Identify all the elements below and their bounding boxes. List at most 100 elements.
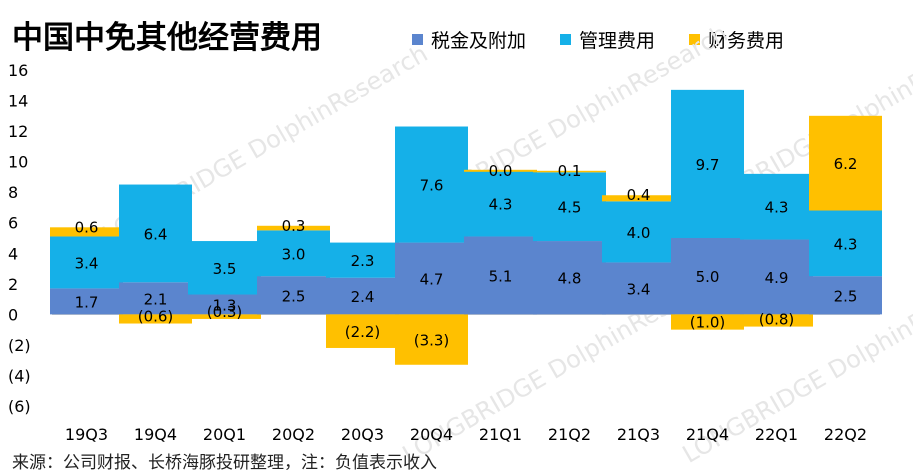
x-tick-label: 22Q1 [755, 425, 798, 444]
x-tick-label: 20Q1 [203, 425, 246, 444]
legend-swatch-tax [412, 34, 423, 45]
data-label-finance: 6.2 [834, 155, 858, 173]
bar-admin [326, 242, 399, 278]
data-label-admin: 2.3 [351, 252, 375, 270]
x-tick-label: 21Q2 [548, 425, 591, 444]
bar-tax [119, 282, 192, 315]
bar-admin [602, 201, 675, 263]
bar-tax [671, 238, 744, 315]
y-tick-label: 2 [8, 275, 18, 294]
bar-tax [464, 236, 537, 315]
bar-admin [740, 173, 813, 240]
y-tick-label: (2) [8, 336, 31, 355]
legend-item-finance: 财务费用 [689, 26, 784, 53]
data-label-tax: 1.7 [75, 293, 99, 311]
data-label-admin: 4.3 [765, 199, 789, 217]
data-label-tax: 3.4 [627, 280, 651, 298]
y-tick-label: 10 [8, 153, 28, 172]
bar-finance [50, 227, 123, 237]
y-tick-label: (4) [8, 366, 31, 385]
data-label-tax: 2.4 [351, 288, 375, 306]
x-tick-label: 19Q4 [134, 425, 177, 444]
data-label-finance: (0.6) [138, 308, 174, 326]
bar-tax [809, 276, 882, 315]
legend-label-tax: 税金及附加 [431, 30, 527, 52]
bar-tax [740, 239, 813, 315]
x-tick-label: 21Q1 [479, 425, 522, 444]
data-label-admin: 7.6 [420, 177, 444, 195]
data-label-admin: 6.4 [144, 225, 168, 243]
data-label-tax: 4.7 [420, 270, 444, 288]
bar-admin [257, 230, 330, 277]
bar-admin [464, 170, 537, 237]
data-label-admin: 3.0 [282, 245, 306, 263]
data-label-finance: 0.3 [282, 217, 306, 235]
bar-finance [395, 314, 468, 365]
legend: 税金及附加 管理费用 财务费用 [412, 26, 784, 53]
data-label-admin: 4.3 [834, 235, 858, 253]
bar-tax [257, 276, 330, 315]
bar-finance [188, 314, 261, 319]
legend-item-tax: 税金及附加 [412, 26, 526, 53]
y-tick-label: 0 [8, 305, 18, 324]
bar-finance [464, 169, 537, 172]
bar-finance [740, 314, 813, 327]
data-label-admin: 4.5 [558, 199, 582, 217]
bar-finance [533, 170, 606, 173]
bar-admin [809, 210, 882, 277]
data-label-tax: 4.9 [765, 269, 789, 287]
bar-admin [671, 89, 744, 238]
chart-title: 中国中免其他经营费用 [12, 20, 322, 56]
x-tick-label: 22Q2 [824, 425, 867, 444]
bar-admin [50, 236, 123, 289]
legend-label-finance: 财务费用 [708, 30, 785, 52]
bar-tax [602, 262, 675, 315]
data-label-finance: 0.0 [489, 162, 513, 180]
bar-finance [809, 115, 882, 211]
bar-finance [257, 225, 330, 231]
data-label-admin: 3.5 [213, 260, 237, 278]
data-label-tax: 2.5 [834, 287, 858, 305]
data-label-tax: 2.1 [144, 290, 168, 308]
bar-tax [533, 241, 606, 315]
bar-finance [119, 314, 192, 324]
x-tick-label: 20Q2 [272, 425, 315, 444]
data-label-finance: (0.8) [759, 311, 795, 329]
y-tick-label: 12 [8, 122, 28, 141]
data-label-admin: 4.0 [627, 224, 651, 242]
data-label-admin: 4.3 [489, 196, 513, 214]
bar-tax [188, 294, 261, 315]
x-tick-label: 20Q3 [341, 425, 384, 444]
source-note: 来源：公司财报、长桥海豚投研整理，注：负值表示收入 [12, 453, 437, 473]
y-tick-label: 6 [8, 214, 18, 233]
bar-tax [395, 242, 468, 315]
data-label-tax: 5.1 [489, 267, 513, 285]
legend-item-admin: 管理费用 [560, 26, 655, 53]
data-label-finance: 0.6 [75, 218, 99, 236]
data-label-finance: 0.4 [627, 186, 651, 204]
data-label-finance: (3.3) [414, 332, 450, 350]
bar-finance [671, 314, 744, 330]
data-label-tax: 5.0 [696, 268, 720, 286]
bar-finance [602, 195, 675, 202]
data-label-tax: 2.5 [282, 287, 306, 305]
x-tick-label: 21Q3 [617, 425, 660, 444]
legend-label-admin: 管理费用 [579, 30, 656, 52]
data-label-finance: (2.2) [345, 323, 381, 341]
legend-swatch-admin [560, 34, 572, 45]
data-label-admin: 9.7 [696, 156, 720, 174]
data-label-tax: 4.8 [558, 270, 582, 288]
y-tick-label: 16 [8, 61, 28, 80]
data-label-finance: (0.3) [207, 303, 243, 321]
bar-finance [326, 314, 399, 348]
bar-admin [119, 184, 192, 283]
data-label-admin: 3.4 [75, 254, 99, 272]
data-label-tax: 1.3 [213, 296, 237, 314]
y-tick-label: 8 [8, 183, 18, 202]
x-tick-label: 21Q4 [686, 425, 729, 444]
bar-tax [50, 288, 123, 315]
bar-tax [326, 277, 399, 315]
bar-admin [188, 241, 261, 295]
bar-admin [395, 126, 468, 243]
